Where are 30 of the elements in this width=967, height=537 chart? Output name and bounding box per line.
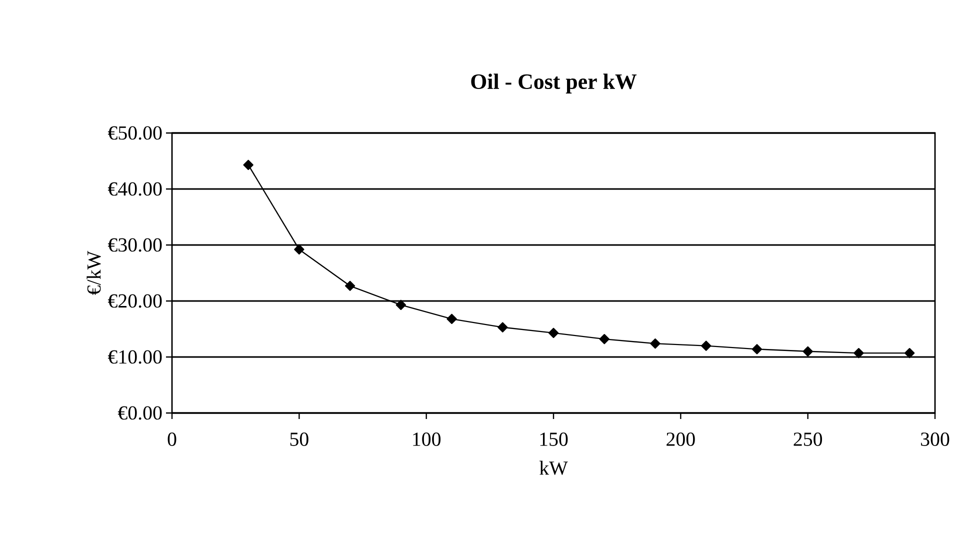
y-tick-label: €10.00 <box>108 350 162 364</box>
point <box>548 328 559 338</box>
point <box>650 338 660 349</box>
x-axis-title: kW <box>539 460 568 475</box>
y-tick-label: €30.00 <box>108 238 162 252</box>
x-tick-label: 100 <box>413 432 441 446</box>
point <box>802 346 813 356</box>
point <box>243 160 254 170</box>
point <box>904 348 915 358</box>
point <box>446 314 457 324</box>
point <box>701 340 712 351</box>
y-axis-title: €/kW <box>86 250 101 295</box>
x-tick-label: 300 <box>921 432 950 446</box>
y-tick-label: €20.00 <box>108 294 162 308</box>
chart-title: Oil - Cost per kW <box>471 74 637 94</box>
x-tick-label: 250 <box>794 432 822 446</box>
point <box>854 348 864 358</box>
point <box>294 244 304 255</box>
x-tick-label: 50 <box>290 432 308 446</box>
point <box>344 280 356 291</box>
point <box>599 334 610 344</box>
y-tick-label: €50.00 <box>108 126 162 140</box>
y-tick-label: €0.00 <box>118 406 162 420</box>
x-tick-label: 150 <box>540 432 568 446</box>
point <box>752 344 762 354</box>
x-tick-label: 200 <box>666 432 695 446</box>
point <box>498 322 508 332</box>
x-tick-label: 0 <box>168 432 176 446</box>
point <box>396 300 406 310</box>
y-tick-label: €40.00 <box>108 182 162 196</box>
